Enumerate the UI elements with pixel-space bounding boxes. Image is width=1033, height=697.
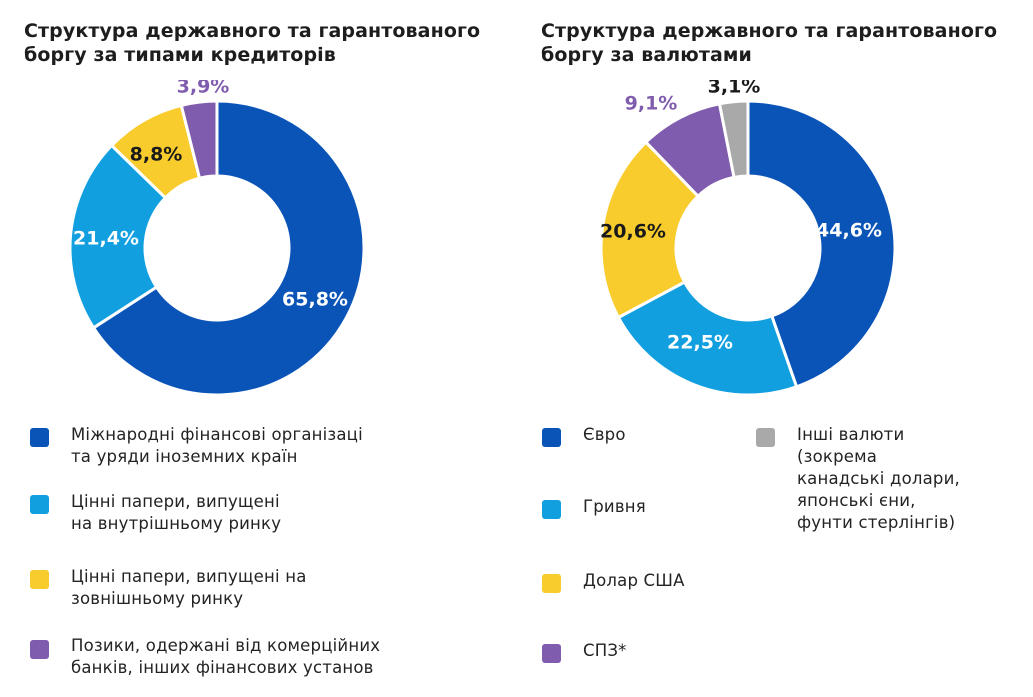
legend-swatch [756,428,775,447]
donut-data-label: 65,8% [282,289,348,311]
legend-swatch [542,428,561,447]
donut-segment [616,279,799,397]
legend-label: Цінні папери, випущені на зовнішньому ри… [71,567,307,608]
legend-label: Цінні папери, випущені на внутрішньому р… [71,492,282,533]
donut-data-label: 3,9% [177,80,230,98]
donut-segment [68,143,168,330]
donut-chart-currencies: 44,6% 22,5% 20,6% 9,1% 3,1% [599,80,897,397]
legend-label: Долар США [583,571,685,590]
donut-data-label: 22,5% [667,332,733,354]
legend-swatch [30,495,49,514]
donut-data-label: 20,6% [600,221,666,243]
donut-segment [91,99,366,397]
legend-swatch [542,644,561,663]
donut-data-label: 44,6% [816,220,882,242]
donut-chart-creditors: 65,8% 21,4% 8,8% 3,9% [68,80,366,397]
donut-data-label: 21,4% [73,228,139,250]
donut-segment [746,99,897,389]
legend-label: Позики, одержані від комерційних банків,… [71,636,381,677]
donut-data-label: 9,1% [625,93,678,115]
legend-swatch [542,574,561,593]
chart-title-currencies: Структура державного та гарантованого бо… [541,20,998,66]
legend-label: Гривня [583,497,646,516]
legend-label: СПЗ* [583,641,627,660]
legend-swatch [30,428,49,447]
donut-data-label: 3,1% [708,80,761,98]
donut-segment [599,140,701,320]
legend-label: Євро [583,425,626,444]
donut-segment [717,99,750,180]
legend-swatch [542,500,561,519]
legend-label: Інші валюти (зокрема канадські долари, я… [797,425,960,532]
legend-label: Міжнародні фінансові організаці та уряди… [71,425,363,466]
legend-swatch [30,570,49,589]
chart-title-creditors: Структура державного та гарантованого бо… [24,20,481,66]
donut-segment [179,99,219,180]
legend-swatch [30,640,49,659]
donut-data-label: 8,8% [130,144,183,166]
